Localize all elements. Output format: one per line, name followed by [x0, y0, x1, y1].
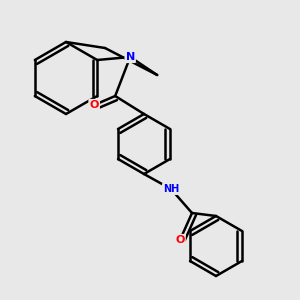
Text: O: O [89, 100, 99, 110]
Text: O: O [175, 235, 185, 245]
Text: N: N [126, 52, 135, 62]
Text: NH: NH [163, 184, 179, 194]
